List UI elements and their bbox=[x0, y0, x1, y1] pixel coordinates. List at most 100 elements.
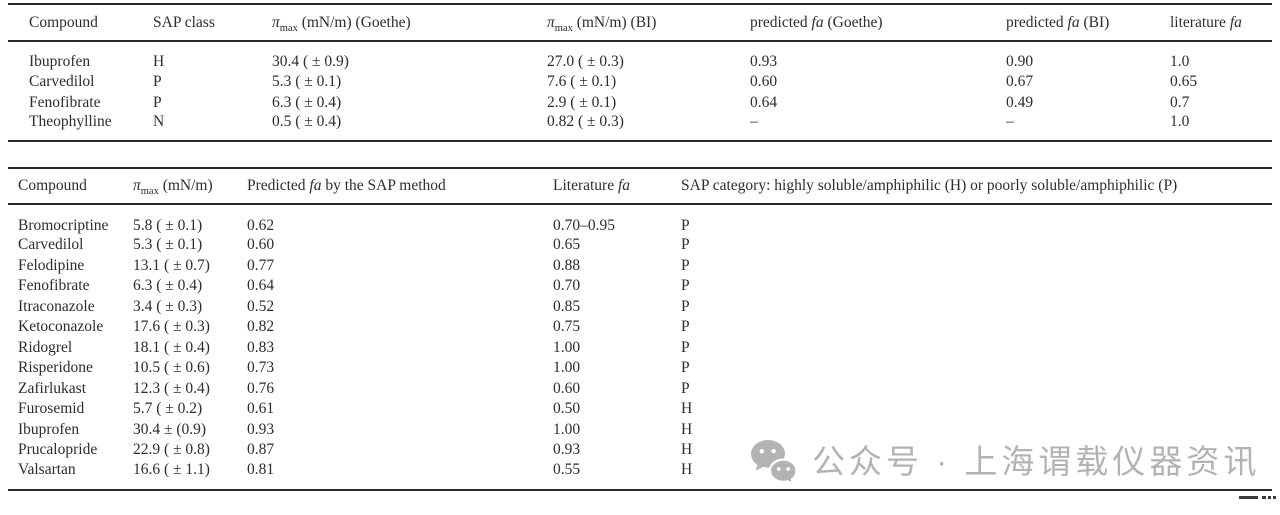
table-cell: 30.4 ( ± 0.9) bbox=[272, 53, 349, 70]
table-cell: 1.0 bbox=[1170, 53, 1190, 70]
table-row: Risperidone 10.5 ( ± 0.6) 0.73 1.00 P bbox=[8, 358, 1272, 379]
table-cell: H bbox=[153, 53, 165, 70]
column-header: πmax (mN/m) (Goethe) bbox=[272, 4, 547, 41]
header-text-segment: π bbox=[272, 13, 280, 31]
table-cell: P bbox=[153, 93, 162, 111]
table-cell: 0.61 bbox=[247, 400, 275, 418]
header-text-segment: fa bbox=[617, 177, 631, 194]
header-text-segment: Literature bbox=[553, 177, 618, 194]
table-cell: Risperidone bbox=[18, 359, 93, 377]
surface-pressure-table-goethe-vs-bi: Compound SAP class πmax (mN/m) (Goethe) πma… bbox=[8, 3, 1272, 142]
header-text-segment: fa bbox=[1229, 13, 1242, 31]
table-cell: Ibuprofen bbox=[29, 53, 91, 70]
table-cell: 0.81 bbox=[247, 460, 275, 478]
rule-fragment bbox=[1262, 496, 1266, 499]
table-row: Ridogrel 18.1 ( ± 0.4) 0.83 1.00 P bbox=[8, 338, 1272, 359]
table-cell: 0.62 bbox=[247, 217, 275, 234]
table-cell: 1.00 bbox=[553, 359, 581, 377]
column-header: Literature fa bbox=[553, 168, 681, 204]
table-cell: 22.9 ( ± 0.8) bbox=[133, 441, 210, 459]
table-cell: H bbox=[681, 460, 693, 478]
table-cell: N bbox=[153, 113, 165, 130]
header-text-segment: (mN/m) (BI) bbox=[572, 13, 657, 31]
table-row: Fenofibrate P 6.3 ( ± 0.4) 2.9 ( ± 0.1) 0.64… bbox=[8, 92, 1272, 113]
table-row: Ketoconazole 17.6 ( ± 0.3) 0.82 0.75 P bbox=[8, 317, 1272, 338]
column-header: predicted fa (BI) bbox=[1006, 4, 1170, 41]
header-text-segment: π bbox=[133, 177, 141, 194]
table-cell: 0.70–0.95 bbox=[553, 217, 615, 234]
column-header: SAP class bbox=[153, 4, 272, 41]
header-text-segment: max bbox=[279, 22, 298, 34]
table-cell: Zafirlukast bbox=[18, 379, 87, 397]
table-cell: P bbox=[681, 217, 690, 234]
sap-prediction-table: Compound πmax (mN/m) Predicted fa by the S… bbox=[8, 167, 1272, 491]
header-row: Compound SAP class πmax (mN/m) (Goethe) πma… bbox=[8, 4, 1272, 41]
table-cell: 0.85 bbox=[553, 297, 581, 315]
header-row: Compound πmax (mN/m) Predicted fa by the S… bbox=[8, 168, 1272, 204]
header-text-segment: SAP class bbox=[153, 13, 215, 31]
table-cell: 0.65 bbox=[553, 236, 581, 254]
header-text-segment: predicted bbox=[750, 13, 812, 31]
table-cell: 0.76 bbox=[247, 379, 275, 397]
header-text-segment: max bbox=[140, 186, 159, 198]
table-row: Prucalopride 22.9 ( ± 0.8) 0.87 0.93 H bbox=[8, 440, 1272, 461]
table-cell: 0.90 bbox=[1006, 53, 1034, 70]
header-text-segment: fa bbox=[811, 13, 824, 31]
header-text-segment: literature bbox=[1170, 13, 1230, 31]
table-cell: 0.52 bbox=[247, 297, 275, 315]
header-text-segment: SAP category: highly soluble/amphiphilic… bbox=[681, 177, 1178, 194]
column-header: predicted fa (Goethe) bbox=[750, 4, 1006, 41]
table-cell: 0.50 bbox=[553, 400, 581, 418]
table-cell: – bbox=[1006, 113, 1014, 130]
table-cell: 0.65 bbox=[1170, 72, 1198, 90]
header-text-segment: π bbox=[547, 13, 555, 31]
table-cell: Ibuprofen bbox=[18, 420, 80, 438]
header-text-segment: (mN/m) (Goethe) bbox=[297, 13, 411, 31]
table-cell: 17.6 ( ± 0.3) bbox=[133, 318, 210, 336]
column-header: Compound bbox=[8, 168, 133, 204]
table-cell: H bbox=[681, 400, 693, 418]
table-cell: 0.60 bbox=[247, 236, 275, 254]
table-cell: Ridogrel bbox=[18, 338, 73, 356]
table-cell: 0.55 bbox=[553, 460, 581, 478]
table-cell: 0.75 bbox=[553, 318, 581, 336]
watermark: 公众号 · 上海谓载仪器资讯 bbox=[749, 436, 1260, 488]
table-cell: Ketoconazole bbox=[18, 318, 104, 336]
header-text-segment: predicted bbox=[1006, 13, 1068, 31]
table-cell: 0.87 bbox=[247, 441, 275, 459]
table-cell: 0.7 bbox=[1170, 93, 1190, 111]
table-cell: Valsartan bbox=[18, 460, 76, 478]
table-row: Itraconazole 3.4 ( ± 0.3) 0.52 0.85 P bbox=[8, 297, 1272, 318]
table-cell: 0.93 bbox=[750, 53, 778, 70]
header-text-segment: Predicted bbox=[247, 177, 310, 194]
table-cell: 5.7 ( ± 0.2) bbox=[133, 400, 203, 418]
table-row: Theophylline N 0.5 ( ± 0.4) 0.82 ( ± 0.3) – –… bbox=[8, 113, 1272, 141]
table-cell: 5.3 ( ± 0.1) bbox=[272, 72, 342, 90]
wechat-chat-bubbles-icon bbox=[751, 440, 798, 486]
header-text-segment: (Goethe) bbox=[823, 13, 883, 31]
header-text-segment: fa bbox=[1067, 13, 1080, 31]
table-cell: Carvedilol bbox=[18, 236, 84, 254]
table-row: Carvedilol P 5.3 ( ± 0.1) 7.6 ( ± 0.1) 0.60 0… bbox=[8, 71, 1272, 92]
table-cell: 0.73 bbox=[247, 359, 275, 377]
table-cell: 6.3 ( ± 0.4) bbox=[272, 93, 342, 111]
table-cell: P bbox=[681, 277, 690, 295]
table-cell: 0.64 bbox=[750, 93, 778, 111]
table-row: Carvedilol 5.3 ( ± 0.1) 0.60 0.65 P bbox=[8, 235, 1272, 256]
table-cell: 0.83 bbox=[247, 338, 275, 356]
table-cell: 10.5 ( ± 0.6) bbox=[133, 359, 210, 377]
table-cell: P bbox=[681, 297, 690, 315]
header-text-segment: Compound bbox=[18, 177, 87, 194]
table-cell: H bbox=[681, 420, 693, 438]
table-cell: 0.60 bbox=[553, 379, 581, 397]
header-text-segment: max bbox=[554, 22, 573, 34]
table-row: Ibuprofen H 30.4 ( ± 0.9) 27.0 ( ± 0.3) 0.93… bbox=[8, 41, 1272, 71]
table-cell: P bbox=[681, 318, 690, 336]
table-cell: 0.64 bbox=[247, 277, 275, 295]
table-cell: 7.6 ( ± 0.1) bbox=[547, 72, 617, 90]
table-cell: Felodipine bbox=[18, 256, 85, 274]
table-cell: – bbox=[750, 113, 758, 130]
table-cell: 0.67 bbox=[1006, 72, 1034, 90]
table-cell: 13.1 ( ± 0.7) bbox=[133, 256, 210, 274]
